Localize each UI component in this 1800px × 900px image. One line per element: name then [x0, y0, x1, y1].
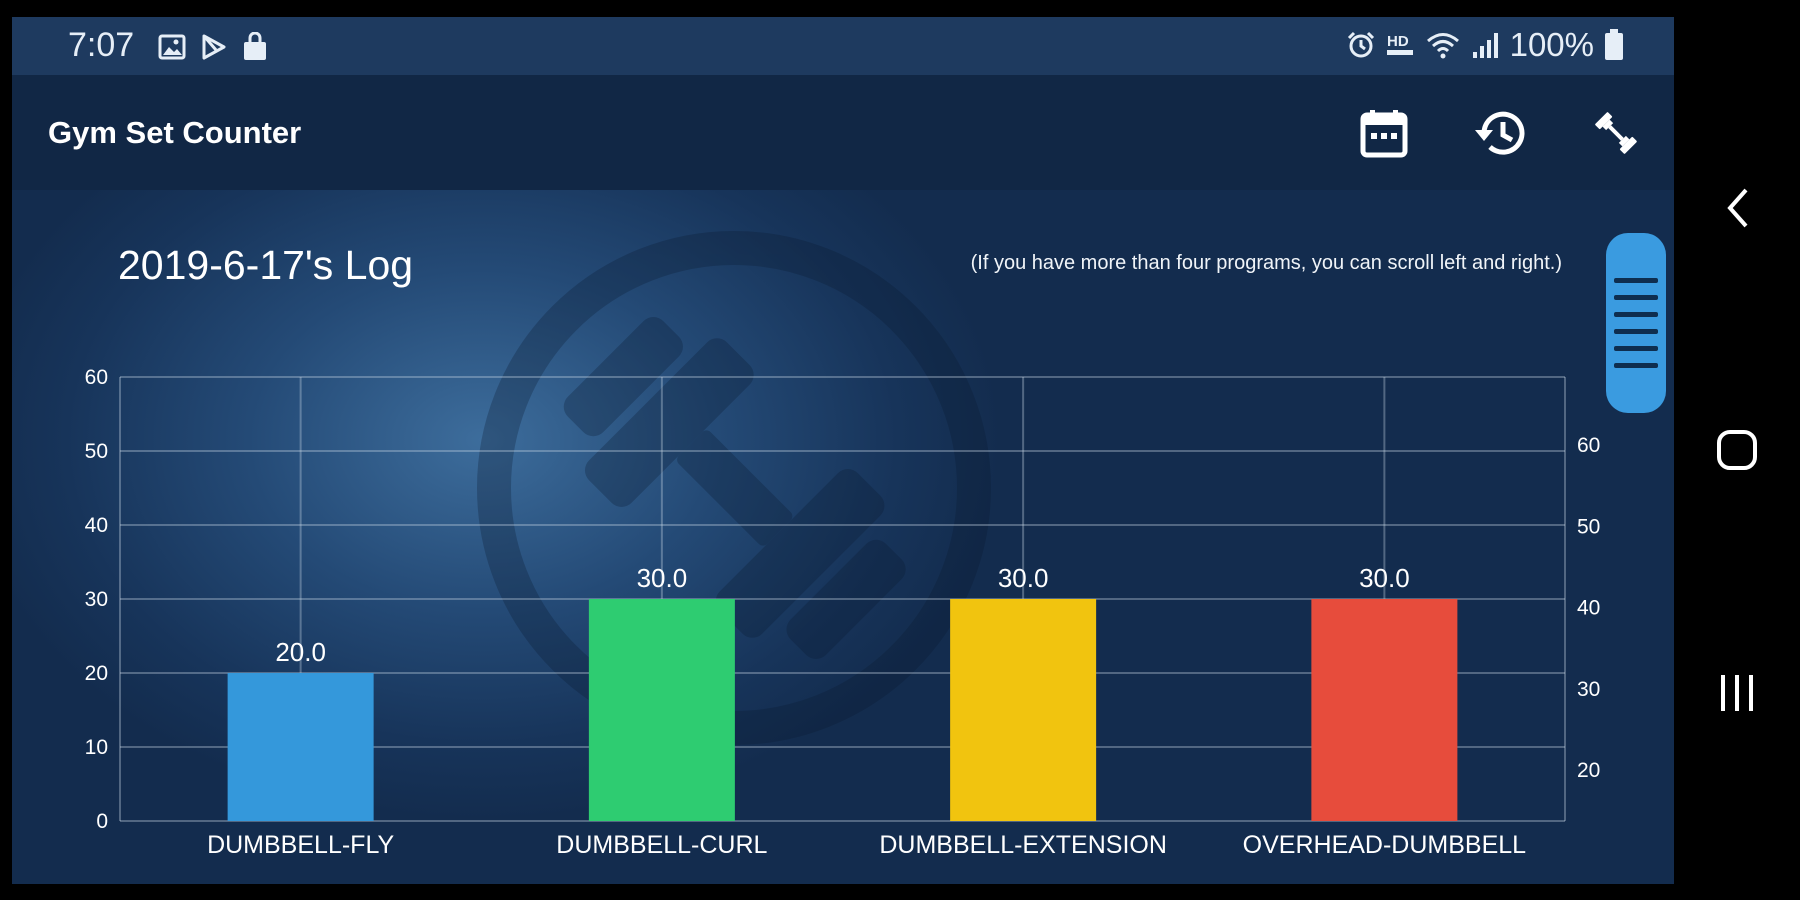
history-icon: [1475, 111, 1525, 155]
alarm-icon: [1347, 31, 1374, 58]
app-bar: Gym Set Counter: [12, 75, 1674, 190]
x-category-label: OVERHEAD-DUMBBELL: [1243, 831, 1526, 859]
bar: [227, 673, 374, 821]
y-tick-label: 30: [85, 588, 108, 611]
handle-grip-line: [1614, 329, 1658, 334]
right-axis-tick-label: 50: [1577, 515, 1600, 538]
y-tick-label: 40: [85, 514, 108, 537]
x-category-label: DUMBBELL-CURL: [556, 831, 767, 859]
bar: [588, 599, 735, 821]
status-right-icons: HD 100%: [1346, 26, 1624, 64]
x-category-label: DUMBBELL-EXTENSION: [879, 831, 1167, 859]
right-axis-tick-label: 30: [1577, 678, 1600, 701]
battery-icon: [1605, 29, 1623, 60]
handle-grip-line: [1614, 312, 1658, 317]
battery-percent: 100%: [1509, 26, 1594, 63]
home-button[interactable]: [1674, 405, 1800, 495]
right-axis-tick-label: 40: [1577, 597, 1600, 620]
bar-value-label: 30.0: [637, 563, 688, 593]
handle-grip-line: [1614, 346, 1658, 351]
chart-bars: [227, 599, 1458, 821]
y-tick-label: 20: [85, 662, 108, 685]
back-button[interactable]: [1674, 163, 1800, 253]
handle-grip-line: [1614, 295, 1658, 300]
bar-value-label: 20.0: [275, 637, 326, 667]
calendar-icon: [1360, 110, 1408, 158]
x-category-label: DUMBBELL-FLY: [207, 831, 394, 859]
y-tick-label: 0: [96, 810, 108, 833]
image-icon: [158, 34, 186, 60]
recents-button[interactable]: [1674, 648, 1800, 738]
shopping-bag-icon: [244, 32, 266, 60]
hd-voice-icon: HD: [1386, 33, 1413, 55]
recents-icon: [1721, 675, 1753, 711]
home-icon: [1717, 430, 1757, 470]
history-button[interactable]: [1470, 103, 1530, 163]
bar-value-label: 30.0: [1359, 563, 1410, 593]
bar-chart: 0 10 20 30 40 50 60 20.0 DUMBBELL-FLY 30.0 DUMBBEL…: [85, 231, 1601, 859]
signal-icon: [1472, 33, 1498, 58]
bar: [950, 599, 1097, 821]
scroll-handle[interactable]: [1606, 233, 1666, 413]
dumbbell-icon: [1595, 112, 1637, 154]
status-bar: 7:07 HD: [12, 17, 1674, 75]
phone-screen: 7:07 HD: [12, 17, 1674, 884]
right-axis-tick-label: 60: [1577, 434, 1600, 457]
chart-grid: [119, 376, 1566, 822]
log-content[interactable]: 0 10 20 30 40 50 60 20.0 DUMBBELL-FLY 30.0 DUMBBEL…: [12, 190, 1674, 884]
log-title: 2019-6-17's Log: [118, 242, 414, 288]
y-tick-label: 50: [85, 440, 108, 463]
y-tick-label: 10: [85, 736, 108, 759]
status-time: 7:07: [68, 26, 135, 64]
play-store-icon: [202, 34, 226, 60]
y-tick-label: 60: [85, 366, 108, 389]
system-nav-bar: [1674, 0, 1800, 900]
svg-text:HD: HD: [1387, 33, 1409, 50]
handle-grip-line: [1614, 278, 1658, 283]
status-left-icons: [158, 32, 268, 62]
scroll-hint: (If you have more than four programs, yo…: [970, 252, 1562, 274]
bar-value-label: 30.0: [998, 563, 1049, 593]
back-icon: [1727, 188, 1748, 228]
right-axis-tick-label: 20: [1577, 759, 1600, 782]
app-bar-actions: [1354, 103, 1646, 163]
handle-grip-line: [1614, 363, 1658, 368]
chart-labels: 0 10 20 30 40 50 60 20.0 DUMBBELL-FLY 30.0 DUMBBEL…: [85, 366, 1601, 859]
app-title: Gym Set Counter: [48, 115, 302, 150]
bar: [1311, 599, 1458, 821]
dumbbell-button[interactable]: [1586, 103, 1646, 163]
calendar-button[interactable]: [1354, 103, 1414, 163]
wifi-icon: [1426, 33, 1459, 59]
